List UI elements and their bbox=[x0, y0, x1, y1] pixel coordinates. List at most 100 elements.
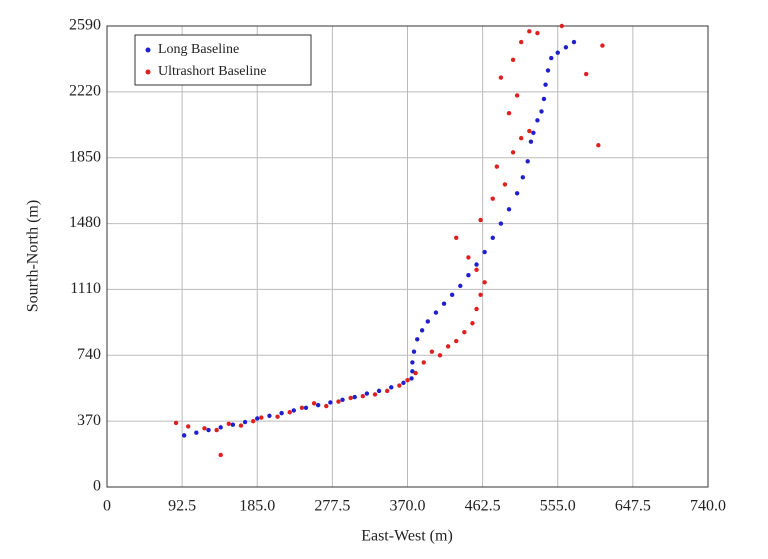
point bbox=[352, 394, 357, 400]
point bbox=[411, 349, 417, 354]
point bbox=[474, 262, 479, 267]
point bbox=[502, 182, 508, 187]
point bbox=[242, 419, 248, 425]
point bbox=[510, 57, 516, 63]
point bbox=[376, 388, 382, 394]
y-tick-label: 2590 bbox=[69, 17, 101, 34]
point bbox=[397, 383, 402, 388]
y-tick-label: 2220 bbox=[69, 83, 101, 100]
legend-label: Ultrashort Baseline bbox=[158, 64, 266, 79]
point bbox=[462, 329, 467, 335]
point bbox=[498, 75, 504, 80]
point bbox=[259, 415, 264, 420]
point bbox=[413, 370, 418, 376]
x-tick-label: 92.5 bbox=[168, 498, 196, 515]
point bbox=[583, 71, 589, 77]
point bbox=[291, 408, 296, 413]
x-tick-label: 277.5 bbox=[314, 498, 350, 515]
point bbox=[429, 349, 435, 354]
point bbox=[287, 410, 292, 415]
point bbox=[549, 55, 554, 61]
point bbox=[454, 338, 459, 344]
point bbox=[519, 135, 524, 141]
y-tick-label: 1110 bbox=[70, 280, 101, 297]
point bbox=[535, 30, 540, 36]
point bbox=[214, 427, 219, 433]
point bbox=[498, 221, 504, 226]
point bbox=[482, 280, 487, 285]
y-tick-label: 740 bbox=[77, 346, 101, 363]
point bbox=[419, 328, 425, 333]
point bbox=[206, 427, 211, 433]
x-axis-label: East-West (m) bbox=[361, 528, 453, 545]
x-tick-label: 0 bbox=[103, 498, 111, 515]
point bbox=[267, 413, 272, 419]
legend-marker bbox=[145, 69, 151, 75]
point bbox=[409, 376, 414, 381]
point bbox=[230, 422, 236, 427]
y-axis-label: Sourth-North (m) bbox=[25, 200, 42, 312]
point bbox=[474, 306, 479, 312]
point bbox=[490, 235, 495, 241]
point bbox=[545, 68, 551, 73]
y-tick-label: 370 bbox=[77, 412, 101, 429]
point bbox=[543, 82, 548, 87]
point bbox=[527, 29, 532, 34]
point bbox=[315, 402, 321, 408]
point bbox=[514, 93, 520, 98]
point bbox=[470, 321, 475, 326]
point bbox=[425, 319, 431, 324]
x-tick-label: 647.5 bbox=[615, 498, 651, 515]
point bbox=[519, 39, 524, 45]
point bbox=[535, 118, 540, 123]
point bbox=[454, 235, 459, 241]
y-tick-label: 1850 bbox=[69, 148, 101, 165]
point bbox=[466, 272, 471, 278]
point bbox=[202, 426, 207, 431]
point bbox=[194, 430, 199, 435]
legend-label: Long Baseline bbox=[158, 42, 239, 57]
point bbox=[559, 23, 565, 29]
point bbox=[372, 392, 378, 397]
point bbox=[482, 249, 487, 255]
point bbox=[449, 292, 455, 297]
point bbox=[510, 150, 516, 155]
point bbox=[445, 344, 451, 349]
point bbox=[360, 394, 366, 399]
point bbox=[238, 423, 244, 428]
point bbox=[311, 401, 317, 406]
point bbox=[531, 130, 536, 135]
plot-frame bbox=[106, 25, 709, 488]
point bbox=[437, 353, 443, 358]
point bbox=[539, 109, 544, 114]
point bbox=[541, 96, 547, 102]
point bbox=[250, 418, 256, 424]
point bbox=[528, 139, 534, 144]
point bbox=[415, 337, 420, 342]
point bbox=[458, 283, 463, 289]
point bbox=[340, 397, 345, 402]
point bbox=[474, 267, 479, 273]
point bbox=[255, 416, 260, 421]
point bbox=[506, 111, 512, 116]
point bbox=[571, 39, 577, 45]
point bbox=[478, 217, 483, 223]
point bbox=[328, 400, 333, 405]
point bbox=[410, 360, 415, 365]
point bbox=[364, 391, 370, 396]
x-tick-label: 555.0 bbox=[540, 498, 576, 515]
point bbox=[389, 385, 394, 390]
point bbox=[421, 360, 426, 365]
y-tick-label: 0 bbox=[93, 478, 101, 495]
point bbox=[555, 50, 560, 55]
point bbox=[520, 175, 526, 180]
legend-marker bbox=[145, 47, 151, 53]
point bbox=[324, 403, 329, 409]
x-tick-label: 462.5 bbox=[465, 498, 501, 515]
point bbox=[226, 421, 232, 427]
point bbox=[173, 420, 179, 426]
point bbox=[279, 410, 284, 416]
point bbox=[336, 399, 341, 404]
point bbox=[514, 191, 520, 196]
